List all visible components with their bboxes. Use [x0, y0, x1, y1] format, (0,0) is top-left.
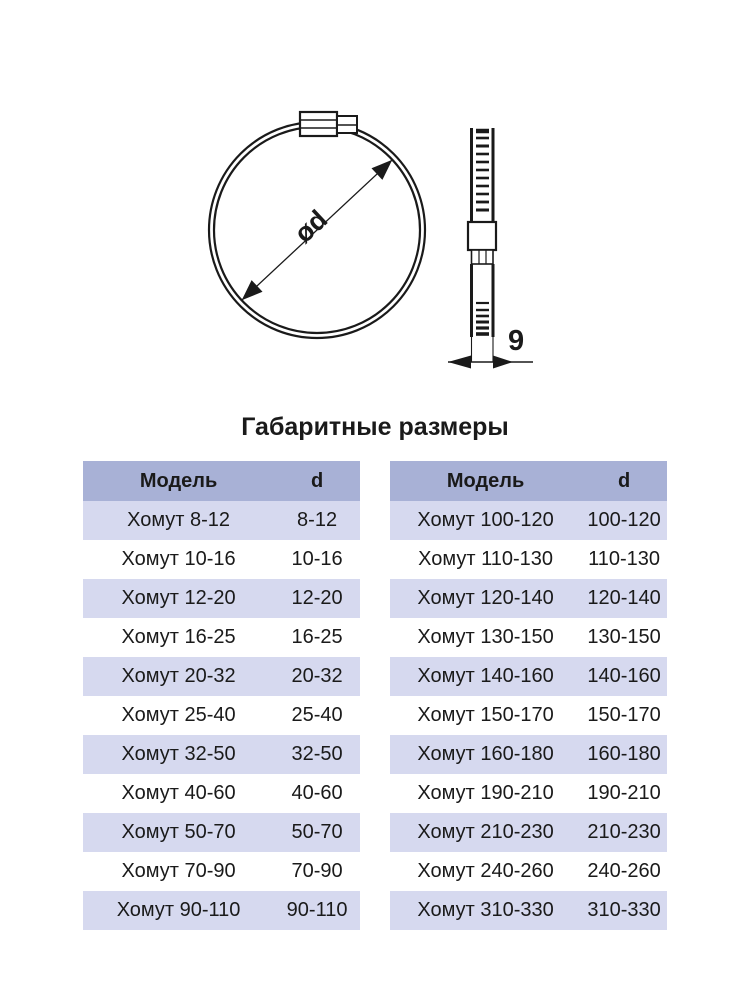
svg-text:ød: ød: [289, 204, 334, 248]
svg-text:9: 9: [508, 325, 524, 357]
